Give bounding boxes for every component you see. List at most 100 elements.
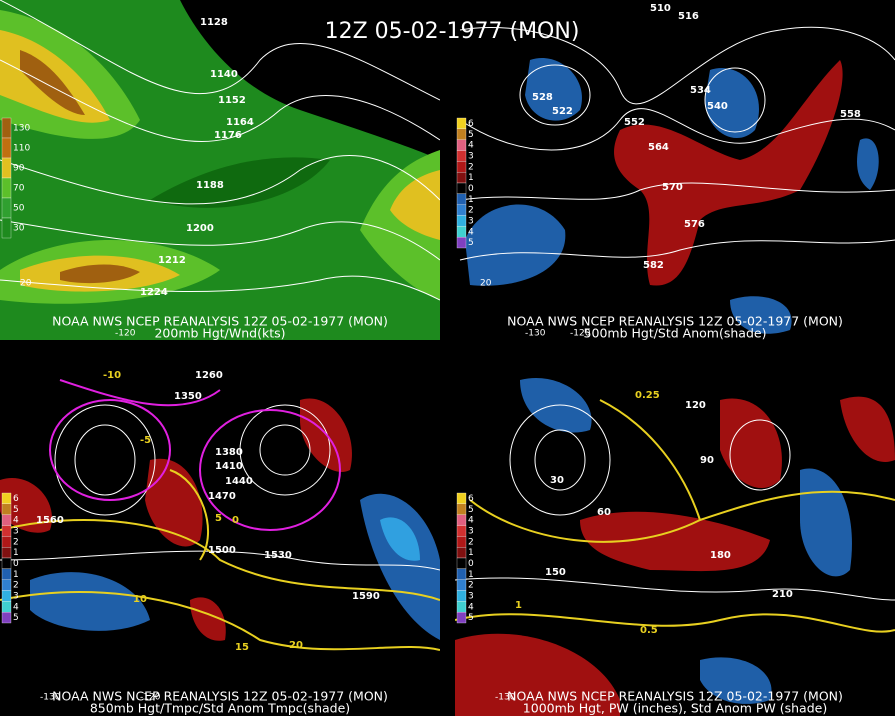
credit-line: NOAA NWS NCEP REANALYSIS 12Z 05-02-1977 … [52,314,388,329]
contour-label: 1380 [215,447,243,458]
contour-label: 1260 [195,370,223,381]
legend-swatch [456,193,467,205]
axis-label: -120 [115,329,136,339]
legend-label: 2 [468,581,474,591]
contour-label: 1212 [158,255,186,266]
legend-swatch [1,117,12,139]
contour-label: -10 [103,370,121,381]
legend-swatch [456,514,467,526]
legend-swatch [456,117,467,129]
legend-swatch [456,128,467,140]
legend-label: 1 [468,548,474,558]
axis-label: 20 [20,279,32,289]
legend-label: 5 [468,130,474,140]
panel-850mb [0,379,440,651]
legend-label: 2 [468,206,474,216]
contour-label: 10 [133,594,147,605]
legend-swatch [1,503,12,515]
legend-label: 4 [13,602,19,612]
legend-swatch [1,137,12,159]
contour-label: 570 [662,182,683,193]
contour-label: 558 [840,109,861,120]
legend-swatch [456,579,467,591]
panel-subtitle: 850mb Hgt/Tmpc/Std Anom Tmpc(shade) [90,701,350,716]
panel-200mb [0,0,440,340]
contour-label: 150 [545,567,566,578]
contour-label: 582 [643,260,664,271]
panel-500mb [459,26,895,334]
legend-swatch [1,568,12,580]
legend-label: 3 [13,591,19,601]
legend-label: 5 [468,505,474,515]
credit-line: NOAA NWS NCEP REANALYSIS 12Z 05-02-1977 … [507,689,843,704]
legend-swatch [1,525,12,537]
legend-swatch [456,503,467,515]
axis-label: -120 [570,329,591,339]
legend-label: 3 [13,526,19,536]
legend-label: 4 [468,227,474,237]
contour-label: -5 [140,435,151,446]
legend-label: 90 [13,164,25,174]
legend-swatch [1,590,12,602]
legend-swatch [456,139,467,151]
legend-swatch [1,579,12,591]
contour-label: 60 [597,507,611,518]
legend-label: 130 [13,124,30,134]
credit-line: NOAA NWS NCEP REANALYSIS 12Z 05-02-1977 … [52,689,388,704]
legend-label: 6 [13,494,19,504]
axis-label: -130 [495,693,516,703]
legend-label: 1 [468,570,474,580]
contour-label: 1470 [208,491,236,502]
contour-label: 1200 [186,223,214,234]
legend-swatch [1,177,12,199]
legend-label: 3 [468,526,474,536]
legend-label: 4 [468,602,474,612]
legend-label: 2 [13,537,19,547]
contour-label: 552 [624,117,645,128]
contour-label: 1440 [225,476,253,487]
legend-swatch [456,557,467,569]
legend-swatch [456,568,467,580]
legend-swatch [456,536,467,548]
contour-label: 510 [650,3,671,14]
axis-label: -130 [525,329,546,339]
legend-label: 4 [468,141,474,151]
legend-label: 3 [468,216,474,226]
contour-label: 0 [232,515,239,526]
legend-label: 0 [468,559,474,569]
contour-label: 1590 [352,591,380,602]
legend-label: 110 [13,144,30,154]
axis-label: 20 [480,279,492,289]
legend-swatch [1,217,12,239]
legend-label: 6 [468,494,474,504]
contour-label: 180 [710,550,731,561]
legend-swatch [1,612,12,624]
legend-label: 50 [13,204,25,214]
contour-label: 522 [552,106,573,117]
contour-label: 1410 [215,461,243,472]
legend-swatch [1,601,12,613]
legend-label: 1 [468,195,474,205]
axis-label: -120 [140,693,161,703]
contour-label: 534 [690,85,711,96]
contour-label: 0.25 [635,390,660,401]
axis-label: -130 [40,693,61,703]
legend-swatch [456,547,467,559]
contour-label: 210 [772,589,793,600]
legend-swatch [1,157,12,179]
legend-swatch [1,536,12,548]
legend-swatch [1,492,12,504]
contour-label: 1188 [196,180,224,191]
panel-1000mb [455,378,895,716]
contour-label: 528 [532,92,553,103]
legend-swatch [456,601,467,613]
contour-label: 1152 [218,95,246,106]
legend-swatch [456,492,467,504]
legend-label: 0 [13,559,19,569]
legend-label: 70 [13,184,25,194]
legend-swatch [456,215,467,227]
contour-label: 90 [700,455,714,466]
legend-swatch [456,161,467,173]
contour-label: 516 [678,11,699,22]
